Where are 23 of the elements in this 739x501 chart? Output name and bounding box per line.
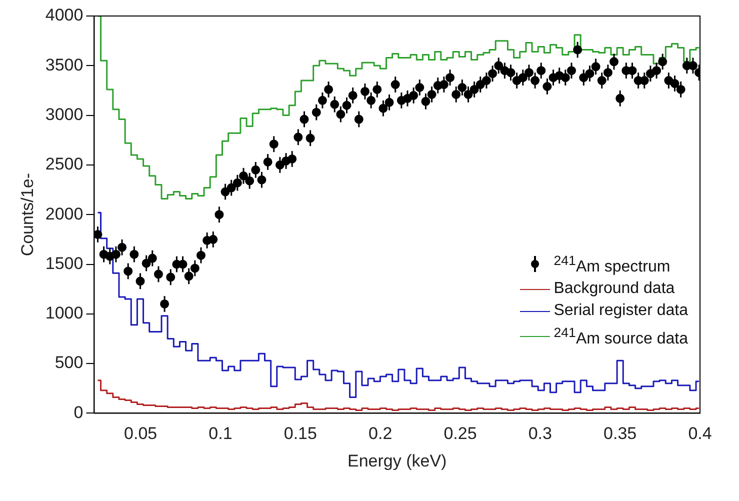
x-tick-label: 0.15 [284, 424, 317, 444]
x-tick-label: 0.1 [208, 424, 232, 444]
x-tick-label: 0.25 [444, 424, 477, 444]
y-tick-label: 500 [54, 353, 84, 372]
legend-label: $^{241}$Am spectrum [554, 252, 670, 278]
x-tick-label: 0.4 [688, 424, 712, 444]
x-tick-label: 0.05 [124, 424, 158, 444]
y-tick-label: 0 [74, 402, 84, 422]
x-tick-label: 0.3 [528, 424, 552, 444]
y-tick-label: 1000 [45, 304, 84, 323]
legend-label: $^{241}$Am source data [554, 324, 688, 350]
y-axis-title: Counts/1e- [18, 173, 37, 256]
y-tick-label: 3000 [45, 104, 84, 124]
x-axis-title: Energy (keV) [348, 451, 447, 470]
y-tick-label: 4000 [45, 6, 84, 25]
x-tick-label: 0.35 [604, 424, 637, 444]
x-tick-label: 0.2 [368, 424, 392, 444]
legend-label: Background data [554, 279, 675, 300]
legend-label: Serial register data [554, 301, 688, 322]
y-tick-label: 2000 [45, 204, 84, 224]
y-tick-label: 2500 [45, 154, 84, 174]
y-tick-label: 3500 [45, 55, 84, 74]
y-tick-label: 1500 [45, 254, 84, 273]
